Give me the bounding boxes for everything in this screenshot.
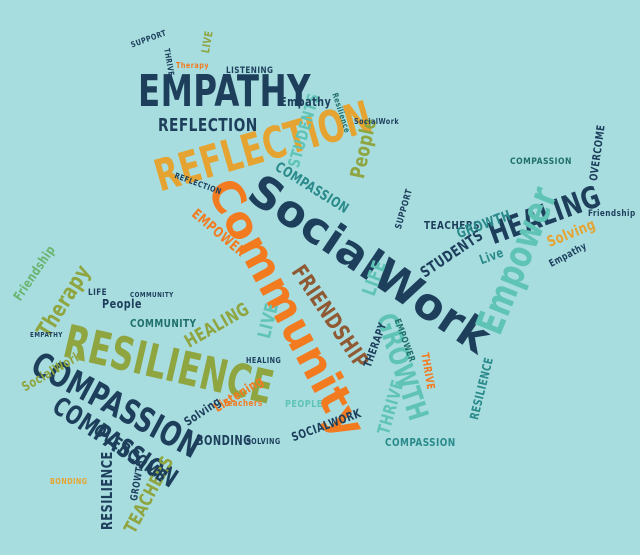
word-support-mid: SUPPORT xyxy=(394,187,416,231)
word-friendship-right: Friendship xyxy=(588,209,636,219)
word-compassion-right: COMPASSION xyxy=(510,157,572,167)
word-support-top: SUPPORT xyxy=(129,28,168,50)
word-solving-small: SOLVING xyxy=(246,437,281,446)
word-life-small: LIFE xyxy=(88,288,108,298)
word-community-left: COMMUNITY xyxy=(130,317,197,330)
word-socialwork-small: SocialWork xyxy=(354,117,400,126)
word-overcome-right: OVERCOME xyxy=(587,123,608,182)
word-bonding-small: BONDING xyxy=(50,477,88,486)
word-people-small: PEOPLE xyxy=(285,399,323,410)
word-empathy-tiny: EMPATHY xyxy=(30,331,63,339)
word-community-small: COMMUNITY xyxy=(130,291,174,299)
word-therapy-top: Therapy xyxy=(176,61,210,70)
word-resilience-right: RESILIENCE xyxy=(467,355,497,422)
word-empathy-head: Empathy xyxy=(280,95,332,109)
word-teachers-small: Teachers xyxy=(223,399,263,409)
word-people-left: People xyxy=(102,297,142,311)
word-live-top: LIVE xyxy=(199,29,216,55)
word-friendship-left: Friendship xyxy=(11,243,59,304)
word-teachers-right: TEACHERS xyxy=(424,219,481,232)
word-listening-top: LISTENING xyxy=(226,66,274,76)
word-resilience-bottom: RESILIENCE xyxy=(98,451,116,530)
word-compassion-bottom: COMPASSION xyxy=(385,436,456,449)
word-empathy-big: EMPATHY xyxy=(138,66,311,117)
word-reflection-med: REFLECTION xyxy=(158,115,258,136)
word-healing-small: HEALING xyxy=(246,356,282,365)
word-bonding: BONDING xyxy=(196,434,252,449)
